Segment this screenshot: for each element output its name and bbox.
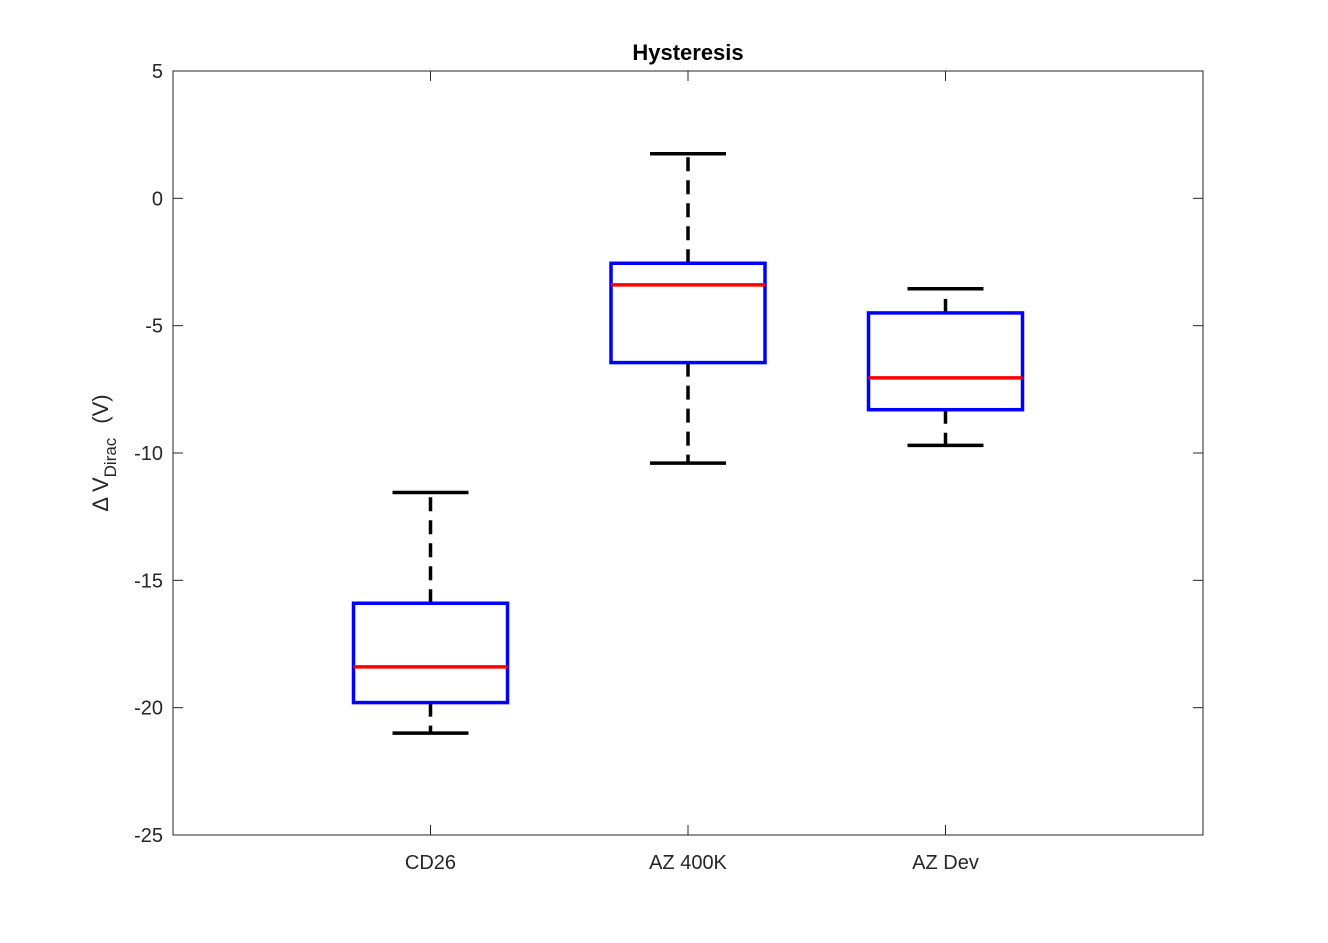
y-axis-label-suffix: (V) [88,394,113,423]
y-tick-label: -5 [145,316,163,338]
box-series [351,152,1025,735]
x-tick-label: CD26 [405,852,456,874]
y-tick-label: -25 [134,825,163,847]
box-group [609,152,767,465]
y-axis-label-prefix: Δ V [88,477,113,512]
y-tick-label: -10 [134,443,163,465]
interquartile-box [609,261,767,365]
y-tick-label: -15 [134,570,163,592]
chart-title: Hysteresis [632,40,743,65]
y-axis-label-subscript: Dirac [101,437,120,477]
y-tick-label: -20 [134,698,163,720]
plot-area [172,70,1204,836]
x-tick-label: AZ Dev [912,852,979,874]
box-group [866,286,1025,448]
box-group [351,490,510,735]
y-tick-label: 0 [152,188,163,210]
x-tick-label: AZ 400K [649,852,727,874]
y-tick-label: 5 [152,61,163,83]
interquartile-box [866,311,1025,412]
y-axis-label: Δ VDirac (V) [88,394,120,511]
interquartile-box [351,601,510,705]
axis-ticks: -25 -20 -15 -10 -5 0 5 CD26 AZ 400K AZ Dev [134,61,1203,874]
